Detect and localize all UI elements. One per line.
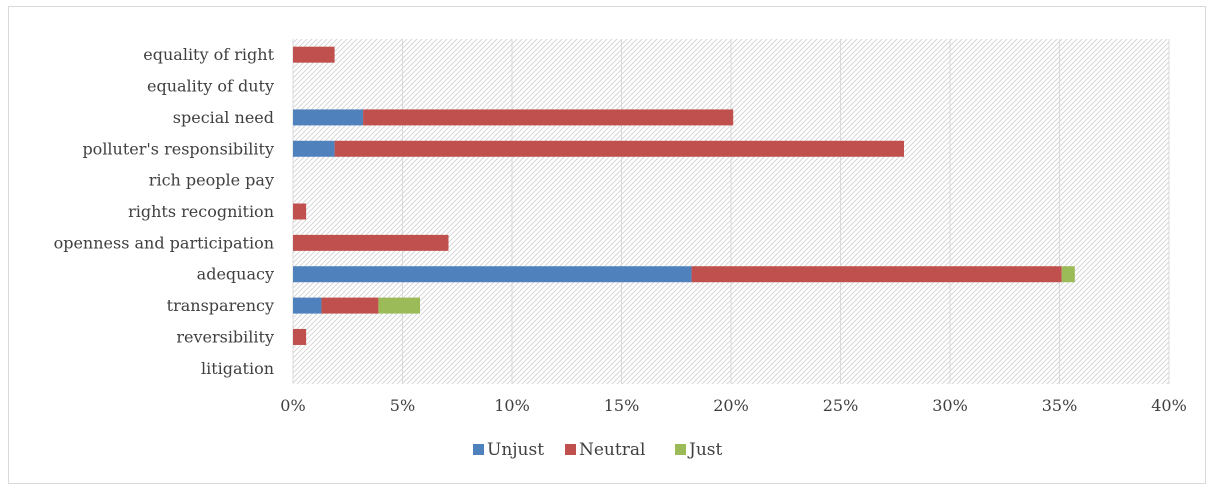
legend-label-neutral: Neutral: [579, 440, 645, 460]
bar-unjust: [293, 266, 692, 283]
bar-just: [378, 297, 421, 314]
bar-unjust: [293, 140, 335, 157]
bar-neutral: [363, 109, 734, 126]
legend-swatch-neutral: [565, 444, 576, 455]
legend-swatch-just: [675, 444, 686, 455]
bar-neutral: [293, 203, 307, 220]
bar-neutral: [321, 297, 379, 314]
category-label: special need: [173, 108, 274, 127]
category-label: reversibility: [176, 327, 274, 346]
bar-just: [1061, 266, 1075, 283]
bar-neutral: [293, 328, 307, 345]
legend-label-just: Just: [687, 440, 722, 460]
x-tick-label: 0%: [280, 396, 305, 415]
category-label: rights recognition: [128, 202, 274, 221]
gridlines: [292, 39, 1170, 384]
legend: Unjust Neutral Just: [473, 440, 722, 460]
bar-neutral: [691, 266, 1062, 283]
chart-svg: 0% 5% 10% 15% 20% 25% 30% 35% 40% equality of ri…: [54, 39, 1187, 460]
bars: [293, 46, 1075, 345]
x-tick-label: 10%: [494, 396, 530, 415]
category-label: equality of duty: [147, 77, 274, 96]
category-label: transparency: [167, 296, 274, 315]
category-label: litigation: [201, 359, 274, 378]
bar-unjust: [293, 109, 364, 126]
x-tick-label: 40%: [1151, 396, 1187, 415]
legend-swatch-unjust: [473, 444, 484, 455]
chart-frame: 0% 5% 10% 15% 20% 25% 30% 35% 40% equality of ri…: [8, 6, 1206, 484]
bar-neutral: [293, 46, 335, 63]
legend-label-unjust: Unjust: [487, 440, 544, 460]
bar-neutral: [334, 140, 905, 157]
x-axis: 0% 5% 10% 15% 20% 25% 30% 35% 40%: [280, 396, 1186, 415]
bar-unjust: [293, 297, 322, 314]
category-label: equality of right: [143, 45, 274, 64]
x-tick-label: 20%: [713, 396, 749, 415]
x-tick-label: 15%: [604, 396, 640, 415]
category-label: openness and participation: [54, 233, 274, 252]
category-labels: equality of right equality of duty special…: [54, 45, 275, 378]
category-label: polluter's responsibility: [82, 139, 274, 158]
x-tick-label: 5%: [390, 396, 415, 415]
bar-neutral: [293, 234, 449, 251]
x-tick-label: 35%: [1042, 396, 1078, 415]
category-label: rich people pay: [149, 171, 274, 190]
x-tick-label: 30%: [932, 396, 968, 415]
category-label: adequacy: [197, 265, 274, 284]
x-tick-label: 25%: [823, 396, 859, 415]
